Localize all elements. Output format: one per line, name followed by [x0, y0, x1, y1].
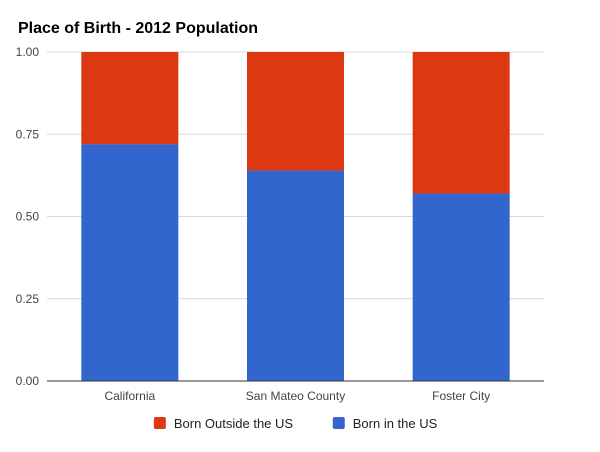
bar-born-outside-the-us-1[interactable]	[247, 52, 344, 171]
legend[interactable]: Born Outside the US Born in the US	[153, 416, 438, 431]
bars	[47, 52, 544, 382]
y-tick-label: 1.00	[16, 45, 40, 59]
y-axis: 0.00 0.25 0.50 0.75 1.00	[16, 45, 40, 388]
bar-born-in-the-us-2[interactable]	[412, 193, 510, 381]
x-tick-label: California	[104, 389, 155, 403]
legend-label: Born Outside the US	[174, 416, 294, 431]
legend-swatch	[332, 417, 345, 429]
legend-swatch	[153, 417, 166, 429]
bar-born-outside-the-us-2[interactable]	[412, 52, 510, 194]
legend-label: Born in the US	[353, 416, 438, 431]
y-tick-label: 0.50	[16, 210, 40, 224]
bar-born-outside-the-us-0[interactable]	[81, 52, 179, 145]
x-tick-label: San Mateo County	[246, 389, 345, 403]
chart-title: Place of Birth - 2012 Population	[18, 20, 258, 37]
x-tick-label: Foster City	[432, 389, 490, 403]
bar-born-in-the-us-1[interactable]	[247, 170, 344, 381]
bar-born-in-the-us-0[interactable]	[81, 144, 179, 381]
legend-item-born-in-the-us[interactable]: Born in the US	[332, 416, 438, 431]
y-tick-label: 0.25	[16, 292, 40, 306]
legend-item-born-outside-the-us[interactable]: Born Outside the US	[153, 416, 294, 431]
y-tick-label: 0.75	[16, 127, 40, 141]
y-tick-label: 0.00	[16, 374, 40, 388]
x-axis: California San Mateo County Foster City	[104, 389, 490, 403]
